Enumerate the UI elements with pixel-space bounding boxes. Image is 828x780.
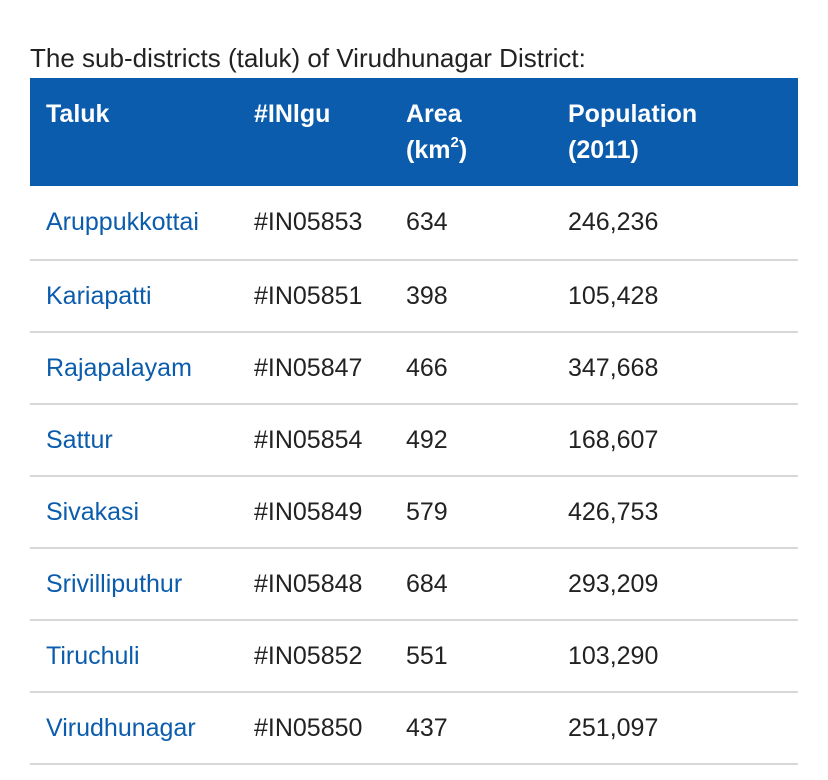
table-row: Tiruchuli #IN05852 551 103,290: [30, 620, 798, 693]
area-value: 579: [390, 476, 552, 549]
header-taluk[interactable]: Taluk: [30, 78, 238, 186]
header-inlgu-label: #INlgu: [254, 100, 331, 128]
population-value: 105,428: [552, 260, 798, 333]
table-body: Aruppukkottai #IN05853 634 246,236 Karia…: [30, 186, 798, 765]
table-header: Taluk #INlgu Area (km2) Population (2011): [30, 78, 798, 186]
header-area-label: Area: [406, 100, 462, 128]
population-value: 426,753: [552, 476, 798, 549]
table-row: Srivilliputhur #IN05848 684 293,209: [30, 548, 798, 621]
area-value: 634: [390, 186, 552, 261]
table-row: Sivakasi #IN05849 579 426,753: [30, 476, 798, 549]
population-value: 251,097: [552, 692, 798, 765]
inlgu-code: #IN05850: [238, 692, 390, 765]
inlgu-code: #IN05853: [238, 186, 390, 261]
table-row: Virudhunagar #IN05850 437 251,097: [30, 692, 798, 765]
population-value: 246,236: [552, 186, 798, 261]
header-area-close: ): [458, 136, 468, 164]
header-taluk-label: Taluk: [46, 100, 110, 128]
inlgu-code: #IN05852: [238, 620, 390, 693]
inlgu-code: #IN05848: [238, 548, 390, 621]
taluk-link[interactable]: Sivakasi: [30, 476, 238, 549]
taluk-link[interactable]: Rajapalayam: [30, 332, 238, 405]
header-area[interactable]: Area (km2): [390, 78, 552, 186]
inlgu-code: #IN05854: [238, 404, 390, 477]
header-area-sup: 2: [450, 133, 459, 151]
table-row: Rajapalayam #IN05847 466 347,668: [30, 332, 798, 405]
taluk-link[interactable]: Virudhunagar: [30, 692, 238, 765]
table-row: Sattur #IN05854 492 168,607: [30, 404, 798, 477]
population-value: 293,209: [552, 548, 798, 621]
table-row: Aruppukkottai #IN05853 634 246,236: [30, 186, 798, 261]
header-population-label: Population: [568, 100, 698, 128]
header-area-unit: (km: [406, 136, 451, 164]
area-value: 684: [390, 548, 552, 621]
inlgu-code: #IN05851: [238, 260, 390, 333]
header-inlgu[interactable]: #INlgu: [238, 78, 390, 186]
taluk-link[interactable]: Aruppukkottai: [30, 186, 238, 261]
population-value: 103,290: [552, 620, 798, 693]
area-value: 437: [390, 692, 552, 765]
taluk-link[interactable]: Kariapatti: [30, 260, 238, 333]
taluk-link[interactable]: Srivilliputhur: [30, 548, 238, 621]
area-value: 492: [390, 404, 552, 477]
area-value: 466: [390, 332, 552, 405]
header-population-year: (2011): [568, 136, 639, 164]
table-caption: The sub-districts (taluk) of Virudhunaga…: [30, 43, 586, 73]
population-value: 347,668: [552, 332, 798, 405]
table-row: Kariapatti #IN05851 398 105,428: [30, 260, 798, 333]
inlgu-code: #IN05849: [238, 476, 390, 549]
population-value: 168,607: [552, 404, 798, 477]
area-value: 551: [390, 620, 552, 693]
taluk-table: Taluk #INlgu Area (km2) Population (2011) …: [30, 78, 798, 765]
taluk-link[interactable]: Tiruchuli: [30, 620, 238, 693]
taluk-link[interactable]: Sattur: [30, 404, 238, 477]
area-value: 398: [390, 260, 552, 333]
table-header-row: Taluk #INlgu Area (km2) Population (2011): [30, 78, 798, 186]
inlgu-code: #IN05847: [238, 332, 390, 405]
header-population[interactable]: Population (2011): [552, 78, 798, 186]
